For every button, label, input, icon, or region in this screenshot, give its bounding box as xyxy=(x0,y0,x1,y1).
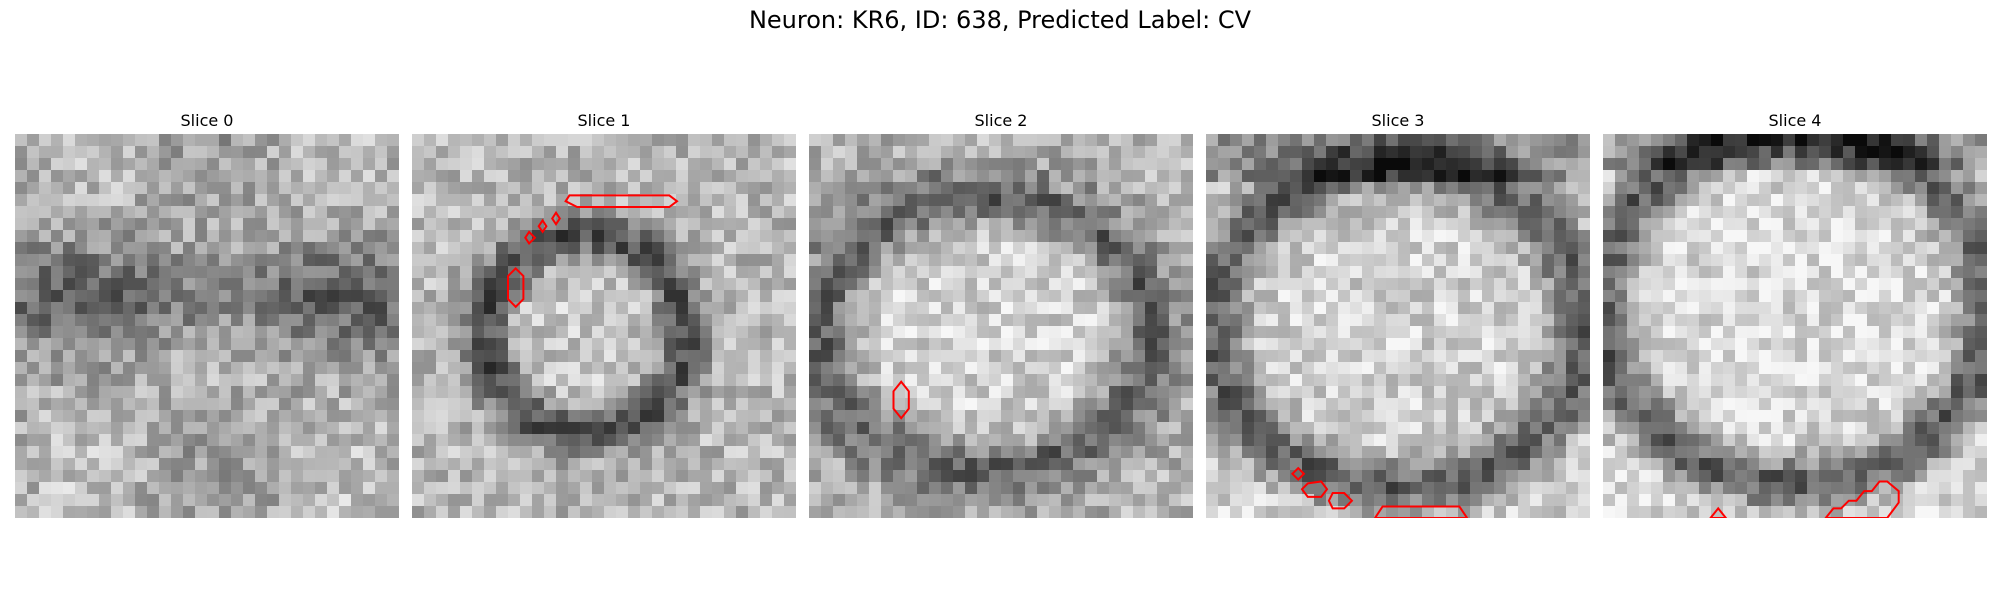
segmentation-contour xyxy=(551,210,561,227)
slice-panel-4: Slice 4 xyxy=(1603,108,1987,518)
segmentation-contour xyxy=(564,194,679,208)
pixel-texture xyxy=(1603,134,1987,518)
slice-panel-0: Slice 0 xyxy=(15,108,399,518)
slice-title-2: Slice 2 xyxy=(974,111,1028,130)
segmentation-contour xyxy=(1290,466,1306,482)
slice-panel-1: Slice 1 xyxy=(412,108,796,518)
slice-image-2 xyxy=(809,134,1193,518)
figure-title: Neuron: KR6, ID: 638, Predicted Label: C… xyxy=(748,6,1252,34)
pixel-texture xyxy=(412,134,796,518)
segmentation-contour xyxy=(1300,480,1329,498)
segmentation-contour xyxy=(537,218,548,234)
segmentation-contour xyxy=(1709,506,1728,518)
slice-image-0 xyxy=(15,134,399,518)
pixel-texture xyxy=(809,134,1193,518)
slice-panel-2: Slice 2 xyxy=(809,108,1193,518)
segmentation-contour xyxy=(507,266,525,309)
segmentation-contour xyxy=(1327,492,1354,510)
segmentation-contour xyxy=(1824,480,1900,518)
segmentation-contour xyxy=(1373,505,1469,518)
slice-title-3: Slice 3 xyxy=(1371,111,1425,130)
slice-image-3 xyxy=(1206,134,1590,518)
slice-image-4 xyxy=(1603,134,1987,518)
segmentation-contour xyxy=(524,230,537,245)
slice-image-1 xyxy=(412,134,796,518)
slice-title-1: Slice 1 xyxy=(577,111,631,130)
pixel-texture xyxy=(1206,134,1590,518)
segmentation-contour xyxy=(892,380,910,420)
slice-title-4: Slice 4 xyxy=(1768,111,1822,130)
slice-panel-3: Slice 3 xyxy=(1206,108,1590,518)
slice-title-0: Slice 0 xyxy=(180,111,234,130)
pixel-texture xyxy=(15,134,399,518)
